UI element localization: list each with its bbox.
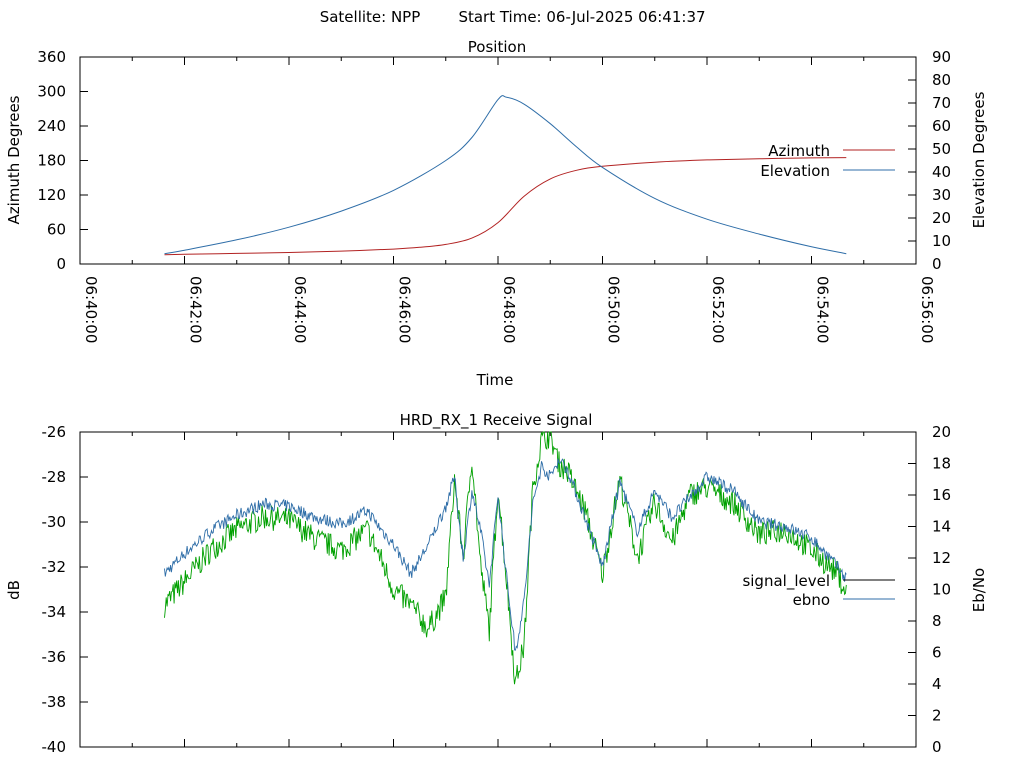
- azimuth-line: [164, 157, 847, 256]
- position-plot-frame: [79, 56, 917, 265]
- signal-chart-title: HRD_RX_1 Receive Signal: [400, 411, 593, 430]
- y-tick-label: 120: [37, 186, 66, 204]
- y2-tick-label: 40: [932, 163, 951, 181]
- x-tick-label: 06:46:00: [396, 276, 414, 343]
- x-tick-label: 06:50:00: [605, 276, 623, 343]
- x-tick-label: 06:56:00: [918, 276, 936, 343]
- signal-y2label: Eb/No: [970, 568, 988, 612]
- y2-tick-label: 30: [932, 186, 951, 204]
- legend-label-ebno: ebno: [793, 591, 830, 609]
- y-tick-label: -28: [42, 468, 67, 486]
- y2-tick-label: 4: [932, 675, 942, 693]
- y-tick-label: 180: [37, 152, 66, 170]
- y2-tick-label: 12: [932, 549, 951, 567]
- y2-tick-label: 8: [932, 612, 942, 630]
- y-tick-label: -36: [42, 648, 67, 666]
- position-axes: 06:40:00 06:42:00 06:44:00 06:46:00 06:48:00…: [37, 48, 951, 343]
- x-tick-label: 06:44:00: [291, 276, 309, 343]
- signal-level-line: [164, 458, 847, 651]
- position-xlabel: Time: [476, 371, 514, 389]
- position-chart: Position 06:40:00 06:42:00 06:44:00 06:46:0…: [5, 38, 988, 389]
- signal-ylabel: dB: [5, 580, 23, 600]
- position-series: [164, 95, 847, 256]
- y-tick-label: 60: [47, 221, 66, 239]
- position-legend: Azimuth Elevation: [760, 142, 895, 180]
- y2-tick-label: 14: [932, 518, 951, 536]
- y-tick-label: -30: [42, 513, 67, 531]
- y2-tick-label: 20: [932, 209, 951, 227]
- legend-label-elevation: Elevation: [760, 162, 830, 180]
- elevation-line: [164, 95, 847, 255]
- y2-tick-label: 50: [932, 140, 951, 158]
- y-tick-label: 300: [37, 83, 66, 101]
- y2-tick-label: 20: [932, 423, 951, 441]
- y2-tick-label: 70: [932, 94, 951, 112]
- legend-label-azimuth: Azimuth: [768, 142, 830, 160]
- y2-tick-label: 2: [932, 707, 942, 725]
- position-chart-title: Position: [468, 38, 526, 56]
- signal-series: [164, 431, 847, 685]
- y-tick-label: -40: [42, 738, 67, 756]
- y2-tick-label: 10: [932, 232, 951, 250]
- y-tick-label: 240: [37, 117, 66, 135]
- signal-axes: -40 -38 -36 -34 -32 -30 -28 -26 0 2 4 6 8 10 12 14 16 18 2…: [42, 423, 952, 756]
- y-tick-label: -38: [42, 693, 67, 711]
- position-ylabel: Azimuth Degrees: [5, 95, 23, 224]
- ebno-line: [164, 431, 847, 685]
- y-tick-label: -26: [42, 423, 67, 441]
- x-tick-label: 06:54:00: [814, 276, 832, 343]
- signal-chart: HRD_RX_1 Receive Signal -40-38-36-34-32-…: [5, 411, 988, 756]
- y2-tick-label: 80: [932, 71, 951, 89]
- y2-tick-label: 0: [932, 255, 942, 273]
- x-tick-label: 06:48:00: [500, 276, 518, 343]
- y-tick-label: -34: [42, 603, 67, 621]
- y2-tick-label: 0: [932, 738, 942, 756]
- x-tick-label: 06:40:00: [82, 276, 100, 343]
- satellite-label: Satellite: NPP: [320, 8, 421, 26]
- y2-tick-label: 6: [932, 644, 942, 662]
- x-tick-label: 06:42:00: [187, 276, 205, 343]
- y-tick-label: 0: [56, 255, 66, 273]
- y2-tick-label: 90: [932, 48, 951, 66]
- y-tick-label: 360: [37, 48, 66, 66]
- legend-label-signal_level: signal_level: [742, 572, 830, 591]
- y-tick-label: -32: [42, 558, 67, 576]
- y2-tick-label: 60: [932, 117, 951, 135]
- y2-tick-label: 18: [932, 455, 951, 473]
- x-tick-label: 06:52:00: [709, 276, 727, 343]
- y2-tick-label: 16: [932, 486, 951, 504]
- y2-tick-label: 10: [932, 581, 951, 599]
- start-time-label: Start Time: 06-Jul-2025 06:41:37: [458, 8, 705, 26]
- position-y2label: Elevation Degrees: [970, 91, 988, 228]
